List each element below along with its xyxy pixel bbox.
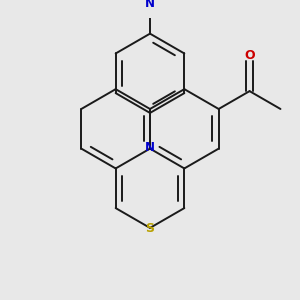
Text: N: N	[145, 0, 155, 11]
Text: S: S	[146, 223, 154, 236]
Text: O: O	[244, 49, 255, 62]
Text: N: N	[145, 141, 155, 154]
